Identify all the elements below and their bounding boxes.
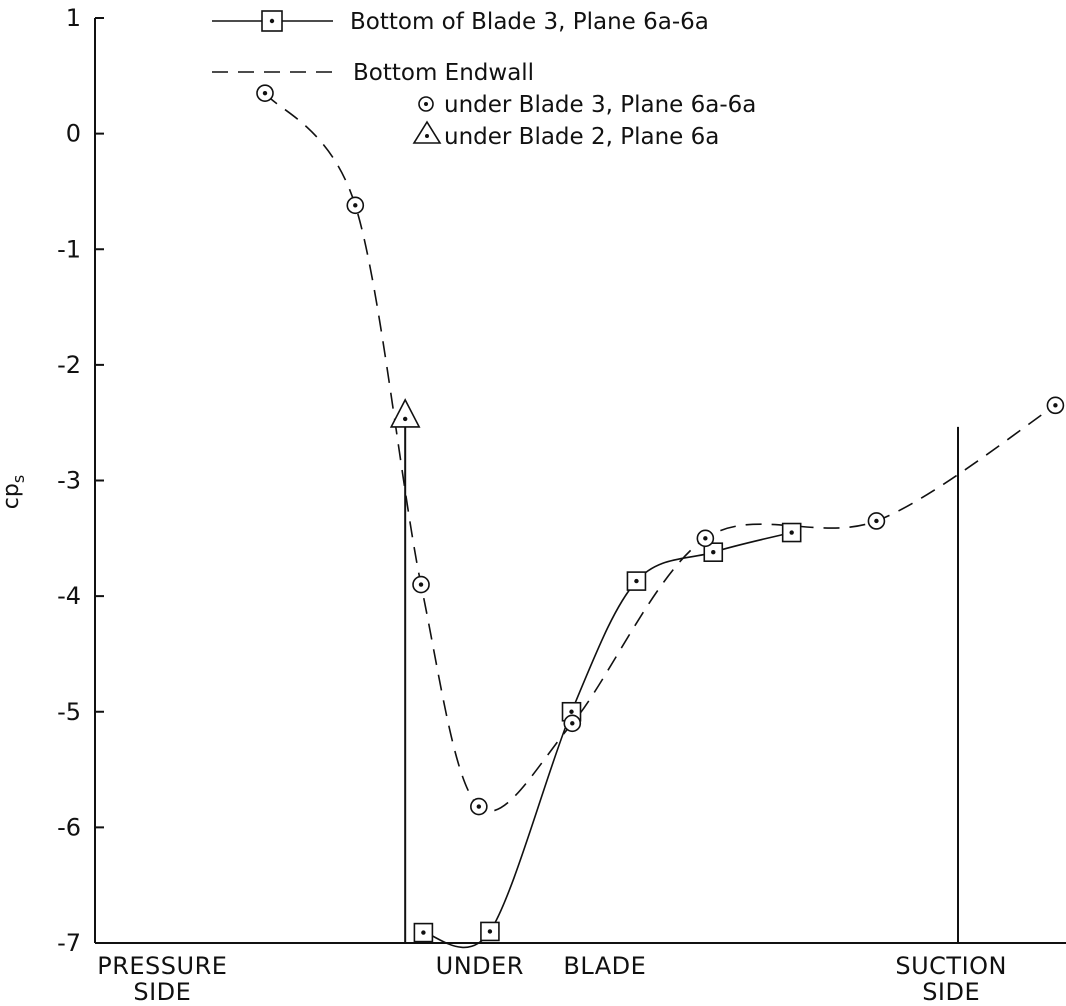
circle-marker-dot xyxy=(262,90,268,96)
y-tick-label: 0 xyxy=(66,120,81,148)
legend-label-1: Bottom of Blade 3, Plane 6a-6a xyxy=(350,9,709,35)
y-tick-label: -2 xyxy=(57,351,81,379)
circle-marker-dot xyxy=(1053,403,1058,408)
y-tick-label: 1 xyxy=(66,4,81,32)
x-category-label-2: SIDE xyxy=(133,978,191,1006)
y-ticks: 1 0 -1 -2 -3 -4 -5 -6 -7 xyxy=(57,4,104,957)
y-axis-label: cps xyxy=(0,475,28,509)
circle-marker-dot xyxy=(874,518,879,524)
y-tick-label: -3 xyxy=(57,467,81,495)
triangle-marker xyxy=(389,398,421,428)
reference-lines xyxy=(404,426,959,943)
legend-entry-blade3-under: under Blade 3, Plane 6a-6a xyxy=(418,92,756,118)
square-marker-dot xyxy=(711,549,716,555)
x-category-label: PRESSURE xyxy=(97,952,227,980)
circle-marker-dot xyxy=(476,804,482,809)
legend-entry-blade3-bottom: Bottom of Blade 3, Plane 6a-6a xyxy=(212,9,709,35)
series-line-0 xyxy=(423,531,792,949)
y-tick-label: -5 xyxy=(57,698,81,726)
legend-triangle-marker xyxy=(412,120,442,144)
y-tick-label: -7 xyxy=(57,929,81,957)
legend-square-dot xyxy=(269,18,275,24)
square-marker-dot xyxy=(634,578,639,584)
circle-marker-dot xyxy=(353,203,358,208)
legend-entry-endwall: Bottom Endwall xyxy=(212,60,534,86)
circle-marker-dot xyxy=(418,582,424,587)
legend-label-4: under Blade 2, Plane 6a xyxy=(444,124,719,150)
x-category-label: BLADE xyxy=(563,952,646,980)
circle-marker-dot xyxy=(570,721,575,726)
y-tick-label: -4 xyxy=(57,582,81,610)
x-category-label-2: SIDE xyxy=(922,978,980,1006)
legend-triangle-dot xyxy=(425,134,429,138)
series-line-1 xyxy=(264,92,1056,812)
square-marker-dot xyxy=(487,929,493,934)
square-marker-dot xyxy=(789,530,794,535)
square-marker-dot xyxy=(421,930,426,935)
y-tick-label: -6 xyxy=(57,813,81,841)
legend-entry-blade2-under: under Blade 2, Plane 6a xyxy=(412,120,719,150)
triangle-marker-dot xyxy=(402,416,408,422)
square-marker-dot xyxy=(569,709,574,714)
series-markers xyxy=(256,84,1065,943)
legend-circle-dot xyxy=(424,102,428,106)
circle-marker-dot xyxy=(703,536,708,541)
legend: Bottom of Blade 3, Plane 6a-6a Bottom En… xyxy=(212,9,756,150)
series-curves xyxy=(264,92,1056,949)
y-tick-label: -1 xyxy=(57,235,81,263)
legend-label-3: under Blade 3, Plane 6a-6a xyxy=(444,92,756,118)
x-category-label: SUCTION xyxy=(895,952,1007,980)
x-category-label: UNDER xyxy=(436,952,524,980)
legend-label-2: Bottom Endwall xyxy=(353,60,534,86)
